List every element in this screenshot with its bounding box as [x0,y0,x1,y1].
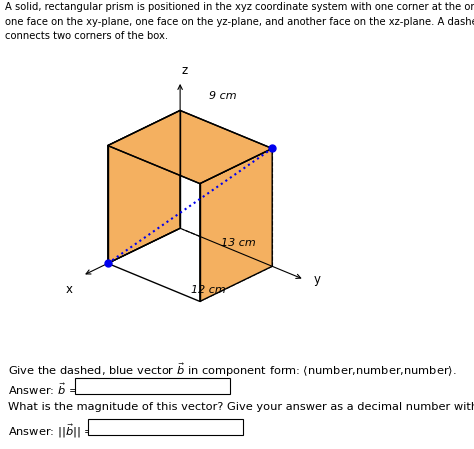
Text: A solid, rectangular prism is positioned in the xyz coordinate system with one c: A solid, rectangular prism is positioned… [5,2,474,12]
Text: 9 cm: 9 cm [209,91,236,101]
Text: z: z [182,64,188,77]
Text: What is the magnitude of this vector? Give your answer as a decimal number with : What is the magnitude of this vector? Gi… [8,402,474,412]
Text: x: x [66,283,73,296]
Text: one face on the xy-plane, one face on the yz-plane, and another face on the xz-p: one face on the xy-plane, one face on th… [5,17,474,26]
FancyBboxPatch shape [75,378,230,394]
Text: Give the dashed, blue vector $\vec{b}$ in component form: $\langle$number,number: Give the dashed, blue vector $\vec{b}$ i… [8,361,456,379]
Text: 13 cm: 13 cm [220,238,255,248]
Polygon shape [108,110,180,264]
Text: 12 cm: 12 cm [191,285,226,295]
Text: connects two corners of the box.: connects two corners of the box. [5,31,168,41]
Text: Answer: $||\vec{b}||$ =: Answer: $||\vec{b}||$ = [8,422,94,440]
Text: Answer: $\vec{b}$ =: Answer: $\vec{b}$ = [8,381,79,397]
Text: y: y [314,273,321,286]
FancyBboxPatch shape [88,419,243,435]
Polygon shape [108,110,272,184]
Polygon shape [200,149,272,301]
